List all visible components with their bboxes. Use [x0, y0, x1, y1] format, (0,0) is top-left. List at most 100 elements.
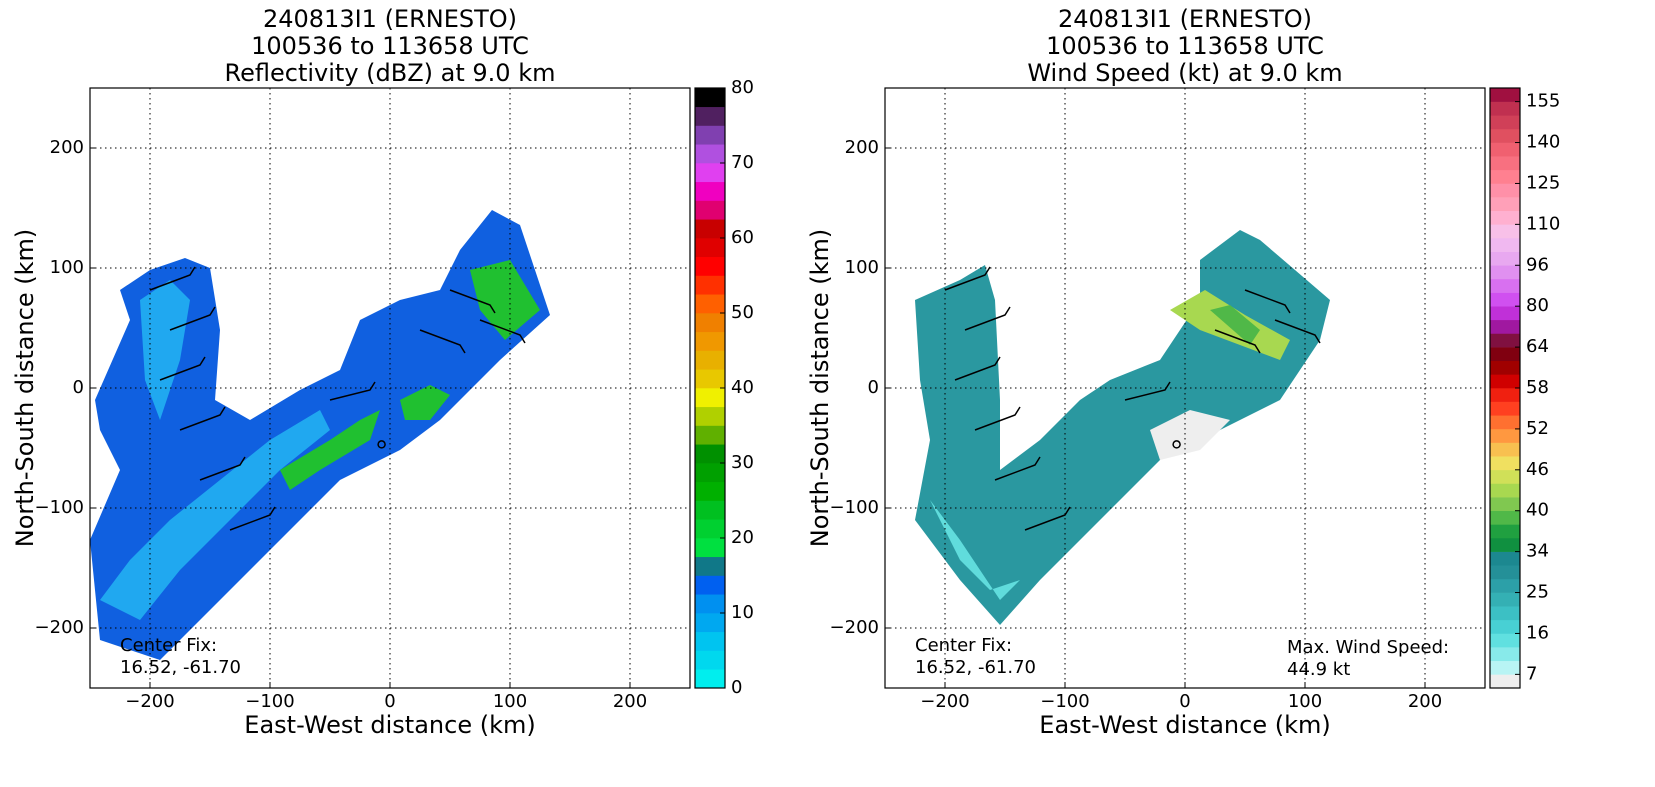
colorbar-swatch [1490, 388, 1520, 402]
colorbar-swatch [1490, 156, 1520, 171]
colorbar-swatch [1490, 142, 1520, 157]
x-tick-label: −100 [245, 691, 294, 712]
chart-title: Wind Speed (kt) at 9.0 km [1027, 59, 1342, 87]
colorbar-swatch [695, 275, 725, 295]
y-tick-label: −200 [830, 617, 879, 638]
x-tick-label: −100 [1040, 691, 1089, 712]
colorbar-label: 52 [1526, 418, 1549, 439]
colorbar-swatch [695, 406, 725, 426]
colorbar-swatch [1490, 647, 1520, 662]
colorbar-swatch [1490, 619, 1520, 634]
colorbar-swatch [695, 106, 725, 126]
colorbar-label: 34 [1526, 541, 1549, 562]
annotation: Center Fix: [120, 635, 217, 656]
x-axis-label: East-West distance (km) [244, 711, 535, 739]
y-axis-label: North-South distance (km) [806, 229, 834, 548]
colorbar-swatch [1490, 88, 1520, 102]
colorbar-swatch [1490, 169, 1520, 184]
plot-frame [89, 87, 691, 689]
colorbar-label: 10 [731, 602, 754, 623]
colorbar-swatch [1490, 606, 1520, 621]
colorbar-swatch [1490, 265, 1520, 280]
colorbar-swatch [695, 444, 725, 464]
y-tick-label: 100 [845, 257, 879, 278]
colorbar-label: 80 [1526, 295, 1549, 316]
colorbar-swatch [1490, 415, 1520, 430]
x-tick-label: −200 [125, 691, 174, 712]
colorbar-swatch [1490, 238, 1520, 252]
colorbar-label: 70 [731, 152, 754, 173]
colorbar-label: 7 [1526, 663, 1537, 684]
colorbar-swatch [695, 200, 725, 220]
x-tick-label: −200 [920, 691, 969, 712]
colorbar-swatch [1490, 497, 1520, 512]
colorbar-label: 46 [1526, 459, 1549, 480]
colorbar-label: 155 [1526, 91, 1560, 112]
x-tick-label: 0 [384, 691, 395, 712]
colorbar-label: 96 [1526, 254, 1549, 275]
colorbar-swatch [1490, 197, 1520, 212]
colorbar-swatch [695, 519, 725, 539]
colorbar-swatch [695, 331, 725, 351]
y-tick-label: 0 [73, 377, 84, 398]
center-marker [1172, 440, 1181, 449]
colorbar-swatch [695, 613, 725, 633]
colorbar-swatch [1490, 347, 1520, 362]
chart-title: Reflectivity (dBZ) at 9.0 km [225, 59, 556, 87]
colorbar-label: 20 [731, 527, 754, 548]
x-tick-label: 100 [1288, 691, 1322, 712]
colorbar-swatch [1490, 565, 1520, 580]
y-tick-label: −100 [35, 497, 84, 518]
colorbar-swatch [1490, 333, 1520, 348]
colorbar-label: 50 [731, 302, 754, 323]
colorbar-swatch [1490, 578, 1520, 593]
colorbar-label: 40 [731, 377, 754, 398]
colorbar-swatch [1490, 469, 1520, 484]
colorbar-swatch [695, 575, 725, 595]
colorbar-swatch [1490, 319, 1520, 334]
colorbar-swatch [695, 650, 725, 670]
colorbar-swatch [1490, 660, 1520, 675]
colorbar-swatch [1490, 510, 1520, 525]
colorbar-label: 60 [731, 227, 754, 248]
plot-frame [884, 87, 1486, 689]
colorbar-swatch [1490, 306, 1520, 321]
colorbar-swatch [695, 538, 725, 558]
colorbar-swatch [695, 669, 725, 689]
colorbar-swatch [695, 425, 725, 445]
colorbar-swatch [695, 388, 725, 408]
colorbar-swatch [1490, 524, 1520, 539]
colorbar-label: 30 [731, 452, 754, 473]
colorbar-swatch [1490, 592, 1520, 607]
colorbar-swatch [695, 125, 725, 145]
y-tick-label: 200 [845, 137, 879, 158]
annotation: 16.52, -61.70 [915, 657, 1036, 678]
chart-title: 100536 to 113658 UTC [1046, 32, 1324, 60]
y-tick-label: −100 [830, 497, 879, 518]
colorbar-frame [694, 87, 726, 689]
colorbar-swatch [1490, 428, 1520, 443]
colorbar-swatch [1490, 292, 1520, 307]
colorbar-label: 0 [731, 677, 742, 698]
y-tick-label: 0 [868, 377, 879, 398]
annotation: Max. Wind Speed: [1287, 637, 1449, 658]
colorbar-frame [1489, 87, 1521, 689]
y-tick-label: −200 [35, 617, 84, 638]
colorbar-swatch [695, 313, 725, 333]
center-marker [377, 440, 386, 449]
colorbar-swatch [1490, 360, 1520, 375]
colorbar-swatch [695, 481, 725, 501]
colorbar-swatch [695, 369, 725, 389]
colorbar-swatch [1490, 538, 1520, 552]
x-tick-label: 200 [613, 691, 647, 712]
colorbar-label: 80 [731, 77, 754, 98]
x-tick-label: 200 [1408, 691, 1442, 712]
colorbar-swatch [1490, 551, 1520, 566]
y-tick-label: 200 [50, 137, 84, 158]
x-axis-label: East-West distance (km) [1039, 711, 1330, 739]
reflectivity-field [90, 210, 550, 660]
colorbar-swatch [695, 238, 725, 258]
colorbar-label: 140 [1526, 132, 1560, 153]
colorbar-swatch [1490, 483, 1520, 498]
